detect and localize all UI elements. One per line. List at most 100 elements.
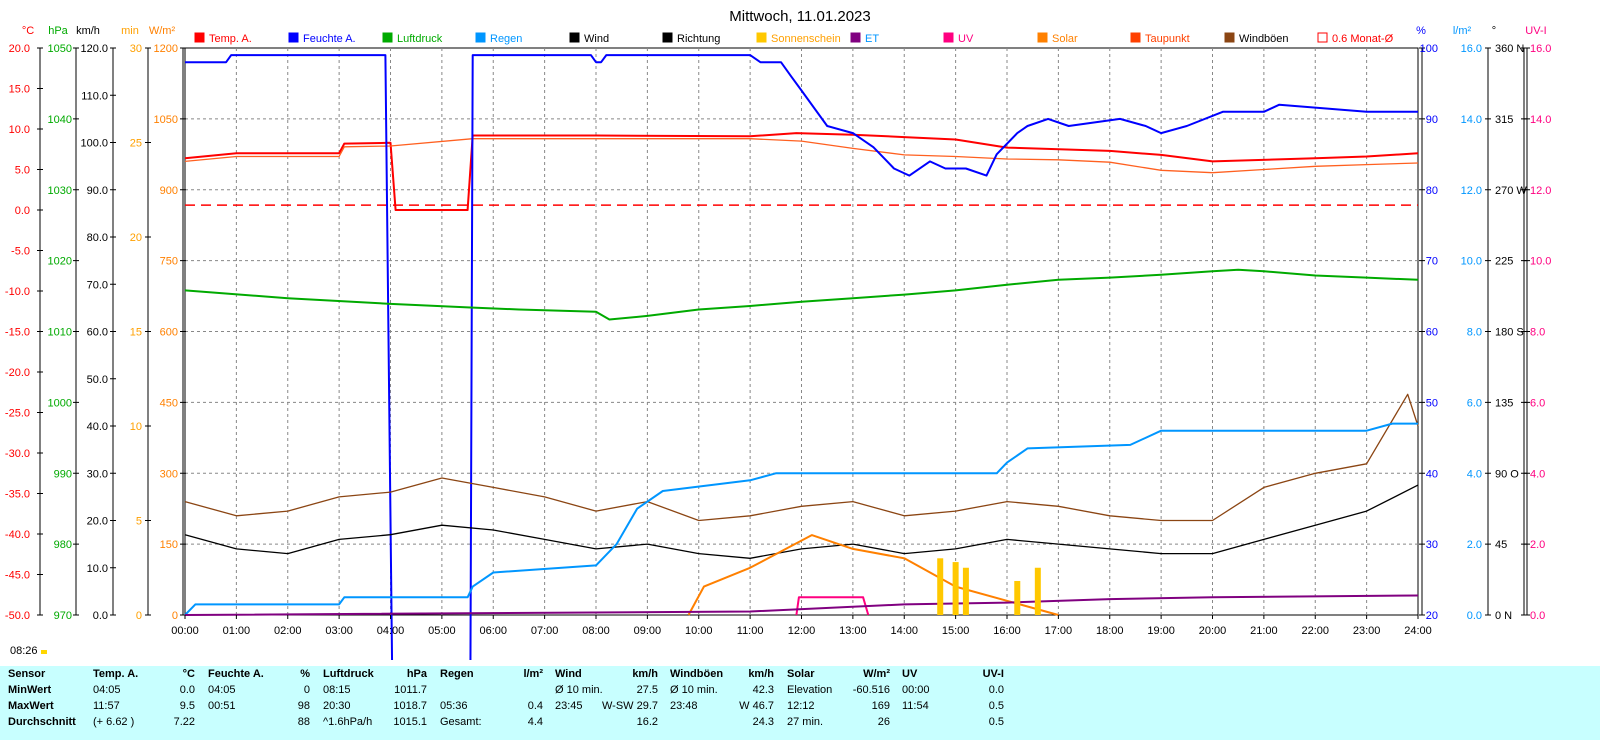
axis-tick-label-uvi: 8.0 bbox=[1530, 327, 1545, 339]
axis-tick-label-temp: 20.0 bbox=[9, 43, 30, 55]
axis-unit-pct: % bbox=[1416, 25, 1426, 37]
x-tick-label: 22:00 bbox=[1301, 625, 1329, 637]
axis-tick-label-temp: -25.0 bbox=[5, 408, 30, 420]
stats-row-label: Durchschnitt bbox=[8, 716, 76, 728]
axis-tick-label-deg: 270 W bbox=[1495, 185, 1527, 197]
axis-tick-label-hpa: 1050 bbox=[48, 43, 72, 55]
x-tick-label: 02:00 bbox=[274, 625, 302, 637]
stats-cell-value: 9.5 bbox=[179, 700, 195, 712]
legend: Temp. A. Feuchte A. Luftdruck Regen Wind Rich… bbox=[194, 32, 1394, 45]
axis-tick-label-lm2: 10.0 bbox=[1461, 256, 1482, 268]
stats-cell-value: 169 bbox=[871, 700, 890, 712]
stats-header-unit-5: km/h bbox=[632, 668, 658, 680]
time-marker-dot bbox=[41, 650, 47, 654]
series-line-temp-a bbox=[184, 132, 1419, 211]
axis-tick-label-wm2: 750 bbox=[160, 256, 178, 268]
axis-tick-label-min: 20 bbox=[130, 232, 142, 244]
x-tick-label: 21:00 bbox=[1250, 625, 1278, 637]
stats-cell-value: W-SW 29.7 bbox=[601, 700, 658, 712]
axis-tick-label-pct: 100 bbox=[1420, 43, 1438, 55]
axis-tick-label-wm2: 0 bbox=[172, 610, 178, 622]
stats-header-0: Sensor bbox=[8, 668, 46, 680]
axis-tick-label-uvi: 16.0 bbox=[1530, 43, 1551, 55]
axis-tick-label-uvi: 14.0 bbox=[1530, 114, 1551, 126]
stats-cell-time: Ø 10 min. bbox=[670, 684, 718, 696]
legend-label: Windböen bbox=[1239, 33, 1289, 45]
stats-cell-time: (+ 6.62 ) bbox=[93, 716, 135, 728]
axis-tick-label-temp: 10.0 bbox=[9, 124, 30, 136]
x-tick-label: 11:00 bbox=[737, 625, 764, 637]
axis-tick-label-hpa: 1000 bbox=[48, 397, 72, 409]
axis-tick-label-pct: 60 bbox=[1426, 327, 1438, 339]
stats-header-unit-4: l/m² bbox=[523, 668, 543, 680]
axis-tick-label-temp: 0.0 bbox=[15, 205, 30, 217]
axis-tick-label-wm2: 1200 bbox=[154, 43, 178, 55]
axis-tick-label-kmh: 10.0 bbox=[87, 563, 108, 575]
statistics-table: Sensor Temp. A. °C Feuchte A.% Luftdruck hPa R… bbox=[0, 666, 1600, 740]
legend-swatch bbox=[569, 32, 580, 43]
stats-cell-time: Gesamt: bbox=[440, 716, 482, 728]
axis-tick-label-deg: 180 S bbox=[1495, 327, 1524, 339]
axis-tick-label-deg: 135 bbox=[1495, 397, 1513, 409]
axis-tick-label-min: 30 bbox=[130, 43, 142, 55]
legend-swatch bbox=[756, 32, 767, 43]
x-tick-label: 23:00 bbox=[1353, 625, 1381, 637]
legend-swatch bbox=[288, 32, 299, 43]
x-tick-label: 20:00 bbox=[1199, 625, 1227, 637]
stats-header-5: Wind bbox=[555, 668, 582, 680]
x-tick-label: 24:00 bbox=[1404, 625, 1432, 637]
axis-tick-label-lm2: 14.0 bbox=[1461, 114, 1482, 126]
series-line-wind bbox=[184, 484, 1419, 559]
legend-label: ET bbox=[865, 33, 879, 45]
axis-tick-label-pct: 30 bbox=[1426, 539, 1438, 551]
stats-header-unit-8: UV-I bbox=[982, 668, 1004, 680]
stats-header-unit-1: °C bbox=[182, 668, 195, 680]
axis-tick-label-lm2: 4.0 bbox=[1467, 468, 1482, 480]
axis-tick-label-hpa: 980 bbox=[54, 539, 72, 551]
axis-tick-label-temp: -15.0 bbox=[5, 327, 30, 339]
axis-tick-label-deg: 315 bbox=[1495, 114, 1513, 126]
axis-tick-label-lm2: 12.0 bbox=[1461, 185, 1482, 197]
bar-sonnenschein bbox=[1014, 580, 1021, 615]
axis-unit-lm2: l/m² bbox=[1453, 25, 1472, 37]
x-tick-label: 01:00 bbox=[223, 625, 251, 637]
legend-swatch bbox=[475, 32, 486, 43]
axis-tick-label-temp: -5.0 bbox=[11, 246, 30, 258]
legend-label: Feuchte A. bbox=[303, 33, 356, 45]
series-line-et bbox=[184, 594, 1419, 616]
axis-tick-label-wm2: 900 bbox=[160, 185, 178, 197]
axis-tick-label-uvi: 0.0 bbox=[1530, 610, 1545, 622]
axis-tick-label-pct: 80 bbox=[1426, 185, 1438, 197]
x-tick-label: 05:00 bbox=[428, 625, 456, 637]
stats-cell-value: 0.5 bbox=[988, 700, 1004, 712]
axis-tick-label-lm2: 16.0 bbox=[1461, 43, 1482, 55]
stats-cell-time: Elevation bbox=[787, 684, 833, 696]
legend-swatch bbox=[1037, 32, 1048, 43]
stats-header-6: Windböen bbox=[670, 668, 724, 680]
stats-header-3: Luftdruck bbox=[323, 668, 374, 680]
legend-swatch bbox=[850, 32, 861, 43]
x-tick-label: 17:00 bbox=[1045, 625, 1073, 637]
x-tick-label: 04:00 bbox=[377, 625, 405, 637]
stats-cell-value: 1015.1 bbox=[393, 716, 427, 728]
stats-cell-time: 00:51 bbox=[208, 700, 236, 712]
axis-tick-label-uvi: 12.0 bbox=[1530, 185, 1551, 197]
stats-cell-time: Ø 10 min. bbox=[555, 684, 603, 696]
legend-label: UV bbox=[958, 33, 974, 45]
axis-tick-label-lm2: 0.0 bbox=[1467, 610, 1482, 622]
axis-tick-label-kmh: 20.0 bbox=[87, 516, 108, 528]
stats-cell-value: 26 bbox=[877, 716, 890, 728]
stats-cell-value: 42.3 bbox=[752, 684, 774, 696]
axis-unit-wm2: W/m² bbox=[149, 25, 176, 37]
bar-sonnenschein bbox=[1034, 567, 1041, 615]
axis-tick-label-min: 15 bbox=[130, 327, 142, 339]
stats-cell-value: 98 bbox=[297, 700, 310, 712]
axis-unit-min: min bbox=[121, 25, 139, 37]
stats-cell-time: 12:12 bbox=[787, 700, 815, 712]
axis-tick-label-min: 0 bbox=[136, 610, 142, 622]
axis-tick-label-pct: 90 bbox=[1426, 114, 1438, 126]
axis-tick-label-min: 25 bbox=[130, 138, 142, 150]
stats-header-unit-2: % bbox=[300, 668, 310, 680]
stats-cell-time: 27 min. bbox=[787, 716, 824, 728]
legend-label: Luftdruck bbox=[397, 33, 443, 45]
